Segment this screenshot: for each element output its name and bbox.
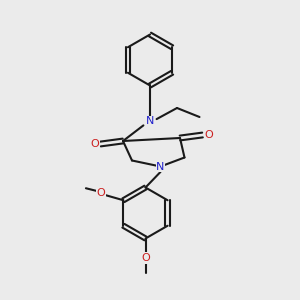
Text: N: N [146,116,154,127]
Text: N: N [156,161,165,172]
Text: O: O [141,253,150,263]
Text: O: O [97,188,105,198]
Text: O: O [91,139,100,149]
Text: O: O [204,130,213,140]
